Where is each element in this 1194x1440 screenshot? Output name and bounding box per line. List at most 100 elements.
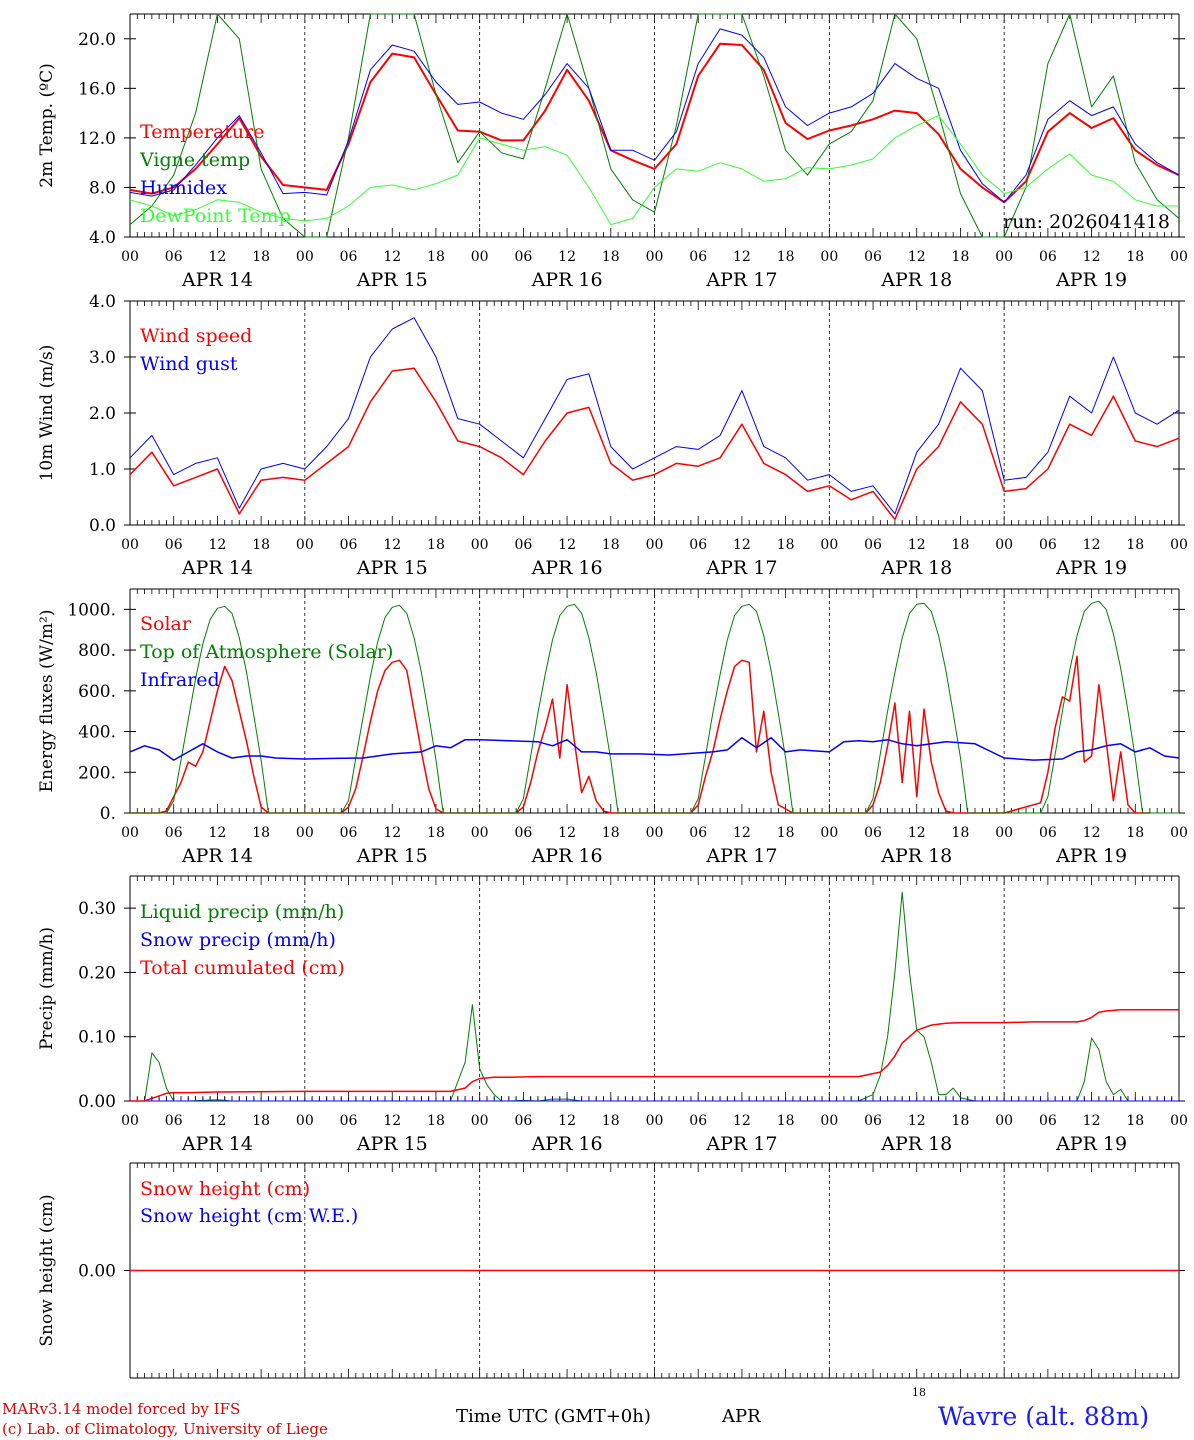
hour-tick-label: 06 [340,1113,358,1129]
series-line-top-of-atmosphere-solar- [130,600,1179,814]
hour-tick-label: 12 [733,1113,751,1129]
y-tick-label: 400. [78,723,116,743]
hour-tick-label: 06 [165,249,183,265]
station-label: Wavre (alt. 88m) [938,1402,1150,1431]
y-tick-label: 2.0 [89,404,116,424]
hour-tick-label: 12 [209,1113,227,1129]
hour-tick-label: 18 [952,537,970,553]
y-tick-label: 3.0 [89,348,116,368]
hour-tick-label: 00 [646,1113,664,1129]
y-tick-label: 0.0 [89,516,116,536]
hour-tick-label: 00 [296,825,314,841]
meteogram-chart: 4.08.012.016.020.02m Temp. (ºC)00 06 12 18 0… [37,13,1188,1379]
hour-tick-label: 00 [1170,825,1188,841]
credit-line-2: (c) Lab. of Climatology, University of L… [2,1420,328,1438]
hour-tick-label: 12 [733,249,751,265]
legend-entry: Humidex [140,177,227,199]
day-label: APR 16 [531,1133,603,1155]
y-tick-label: 800. [78,641,116,661]
series-line-wind-gust [129,317,1180,515]
hour-tick-label: 12 [908,537,926,553]
legend-entry: Temperature [140,121,264,143]
hour-tick-label: 00 [296,1113,314,1129]
hour-tick-label: 00 [820,825,838,841]
hour-tick-label: 00 [296,537,314,553]
hour-tick-label: 00 [121,825,139,841]
hour-tick-label: 00 [820,1113,838,1129]
y-tick-label: 0.20 [78,963,116,983]
day-label: APR 15 [356,845,428,867]
hour-tick-label: 00 [121,537,139,553]
run-label: run: 2026041418 [1003,211,1170,233]
legend-entry: Wind speed [140,325,252,347]
day-label: APR 16 [531,845,603,867]
hour-tick-label: 12 [383,1113,401,1129]
hour-tick-label: 18 [427,825,445,841]
legend-entry: Top of Atmosphere (Solar) [140,641,393,663]
day-label: APR 17 [705,845,777,867]
time-axis-label: Time UTC (GMT+0h) [456,1406,651,1427]
hour-tick-label: 06 [864,825,882,841]
hour-tick-label: 12 [1083,249,1101,265]
day-label: APR 14 [181,557,253,579]
y-tick-label: 0.00 [78,1262,116,1282]
hour-tick-label: 12 [733,537,751,553]
hour-tick-label: 18 [602,825,620,841]
y-axis-title: 2m Temp. (ºC) [37,63,57,188]
y-axis-title: Precip (mm/h) [37,927,57,1050]
hour-tick-label: 18 [777,249,795,265]
panel-wind: 0.0 1.0 2.0 3.0 4.0 10m Wind (m/s) 00 06 12 18 00 0… [37,292,1188,579]
hour-tick-label: 06 [340,825,358,841]
hour-tick-label: 06 [1039,537,1057,553]
hour-tick-label: 06 [514,825,532,841]
hour-tick-label: 06 [1039,249,1057,265]
hour-tick-label: 00 [995,537,1013,553]
hour-tick-label: 18 [1126,825,1144,841]
panel-energy: 0. 200. 400. 600. 800. 1000. Energy fluxes (W/… [37,588,1188,867]
hour-tick-label: 00 [646,249,664,265]
hour-tick-label: 18 [777,825,795,841]
y-tick-label: 0.30 [78,899,116,919]
hour-tick-label: 06 [1039,1113,1057,1129]
series-line-infrared [129,736,1180,761]
day-label: APR 16 [531,269,603,291]
y-tick-label: 0.10 [78,1028,116,1048]
day-label: APR 17 [705,557,777,579]
day-label: APR 18 [880,269,952,291]
hour-tick-label: 12 [908,249,926,265]
panel-snow: 0.00 Snow height (cm) Snow height (cm) Snow… [37,1162,1185,1379]
series-line-solar [130,655,1150,814]
hour-tick-label: 12 [733,825,751,841]
hour-tick-label: 18 [252,825,270,841]
hour-tick-label: 18 [1126,249,1144,265]
legend-entry: Snow precip (mm/h) [140,929,336,951]
hour-tick-label: 12 [1083,825,1101,841]
hour-tick-label: 18 [952,1113,970,1129]
hour-tick-label: 06 [689,537,707,553]
day-label: APR 19 [1055,1133,1127,1155]
hour-tick-label: 06 [514,537,532,553]
hour-tick-label: 18 [252,537,270,553]
hour-tick-label: 18 [602,249,620,265]
series-line-humidex [129,28,1180,203]
legend-entry: Total cumulated (cm) [140,957,345,979]
day-label: APR 17 [705,1133,777,1155]
hour-tick-label: 12 [209,825,227,841]
day-label: APR 15 [356,1133,428,1155]
hour-tick-label: 06 [514,1113,532,1129]
y-tick-label: 600. [78,682,116,702]
y-axis-title: Energy fluxes (W/m²) [37,610,57,793]
hour-tick-label: 06 [864,1113,882,1129]
legend-entry: Snow height (cm) [140,1178,310,1200]
hour-tick-label: 00 [471,537,489,553]
hour-tick-label: 12 [558,1113,576,1129]
day-label: APR 17 [705,269,777,291]
hour-tick-label: 18 [427,1113,445,1129]
hour-tick-label: 18 [777,537,795,553]
hour-tick-label: 12 [558,825,576,841]
hour-tick-label: 18 [602,537,620,553]
hour-tick-label: 06 [1039,825,1057,841]
day-label: APR 19 [1055,269,1127,291]
panel-temperature: 4.0 8.0 12.0 16.0 20.0 2m Temp. (ºC) 00 06 12 18 0… [37,13,1188,291]
day-label: APR 19 [1055,845,1127,867]
